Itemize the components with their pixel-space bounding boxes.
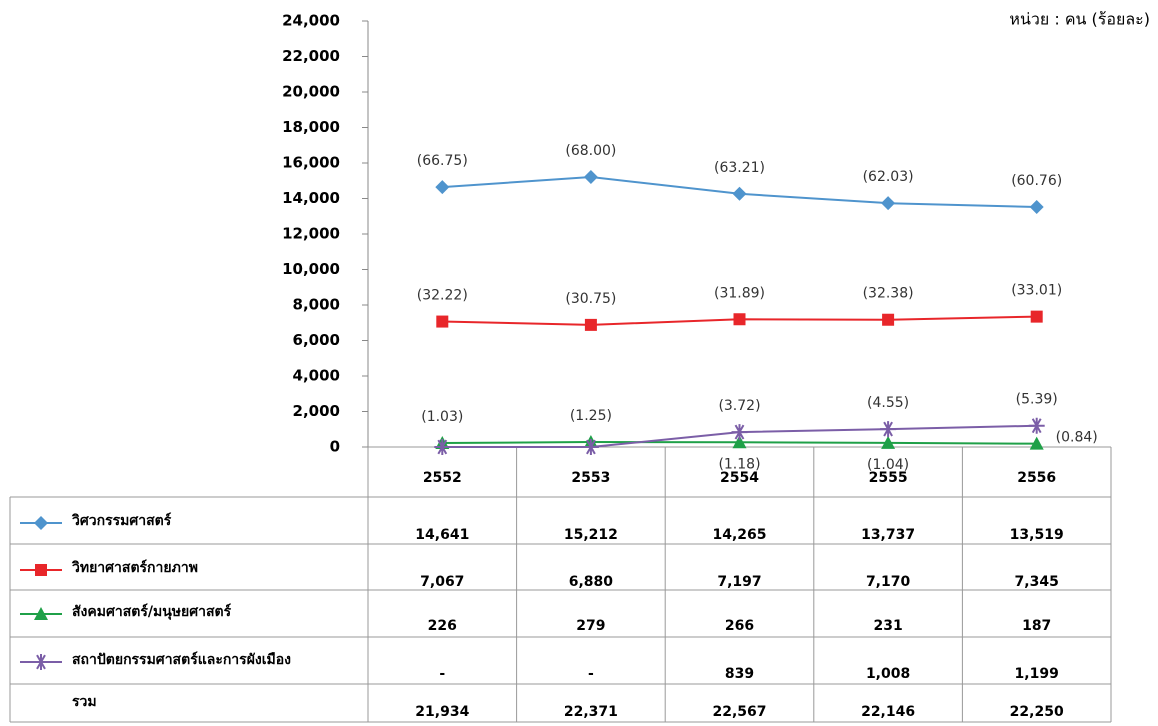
point xyxy=(582,439,599,455)
table-value: - xyxy=(439,666,445,682)
point xyxy=(436,315,449,328)
share-label: (62.03) xyxy=(863,169,914,185)
table-value: 1,008 xyxy=(866,666,910,682)
point xyxy=(733,313,746,326)
share-label: (68.00) xyxy=(565,143,616,159)
table-value: 6,880 xyxy=(569,574,614,590)
table-value: 13,737 xyxy=(861,527,915,543)
point xyxy=(882,313,895,326)
y-tick-label: 10,000 xyxy=(282,260,340,278)
share-label: (32.22) xyxy=(417,288,468,304)
total-label: รวม xyxy=(72,694,97,710)
point xyxy=(1029,200,1044,215)
table-value: 839 xyxy=(725,666,754,682)
point xyxy=(881,435,896,449)
legend-label: สังคมศาสตร์/มนุษยศาสตร์ xyxy=(72,603,232,620)
total-value: 22,250 xyxy=(1010,704,1064,720)
total-value: 21,934 xyxy=(415,704,469,720)
y-tick-label: 0 xyxy=(330,438,340,456)
y-tick-label: 12,000 xyxy=(282,225,340,243)
point xyxy=(1029,436,1044,450)
share-label: (63.21) xyxy=(714,160,765,176)
table-value: 226 xyxy=(428,618,457,634)
x-tick-label: 2556 xyxy=(1017,470,1056,486)
y-tick-label: 14,000 xyxy=(282,189,340,207)
legend-marker xyxy=(33,654,49,670)
point xyxy=(584,318,597,331)
table-value: 7,197 xyxy=(717,574,761,590)
legend-label: สถาปัตยกรรมศาสตร์และการผังเมือง xyxy=(72,651,291,668)
y-tick-label: 22,000 xyxy=(282,47,340,65)
y-tick-label: 18,000 xyxy=(282,118,340,136)
table-value: 14,265 xyxy=(712,527,766,543)
table-value: 13,519 xyxy=(1010,527,1064,543)
share-label: (1.03) xyxy=(421,409,463,425)
table-value: 279 xyxy=(576,618,605,634)
point xyxy=(880,421,897,438)
share-label: (31.89) xyxy=(714,285,765,301)
legend-marker xyxy=(34,607,48,620)
table-value: 231 xyxy=(873,618,902,634)
table-value: 266 xyxy=(725,618,754,634)
table-value: 14,641 xyxy=(415,527,469,543)
x-tick-label: 2552 xyxy=(423,470,462,486)
y-tick-label: 24,000 xyxy=(282,12,340,30)
share-label: (33.01) xyxy=(1011,283,1062,299)
share-label: (66.75) xyxy=(417,153,468,169)
table-value: 1,199 xyxy=(1015,666,1059,682)
point xyxy=(1028,417,1045,434)
legend-marker xyxy=(34,516,48,530)
share-label: (32.38) xyxy=(863,286,914,302)
share-label: (3.72) xyxy=(718,398,760,414)
share-label: (4.55) xyxy=(867,395,909,411)
x-tick-label: 2555 xyxy=(869,470,908,486)
point xyxy=(881,196,896,211)
point xyxy=(1030,310,1043,323)
legend-label: วิทยาศาสตร์กายภาพ xyxy=(71,559,198,576)
y-tick-label: 20,000 xyxy=(282,83,340,101)
share-label: (0.84) xyxy=(1056,430,1098,446)
total-value: 22,146 xyxy=(861,704,915,720)
table-value: 7,067 xyxy=(420,574,464,590)
legend-label: วิศวกรรมศาสตร์ xyxy=(71,512,172,529)
total-value: 22,567 xyxy=(712,704,766,720)
share-label: (30.75) xyxy=(565,291,616,307)
share-label: (1.25) xyxy=(570,408,612,424)
unit-note: หน่วย : คน (ร้อยละ) xyxy=(1009,10,1150,29)
y-tick-label: 16,000 xyxy=(282,154,340,172)
x-tick-label: 2553 xyxy=(571,470,610,486)
share-label: (5.39) xyxy=(1016,392,1058,408)
point xyxy=(583,169,598,184)
point xyxy=(732,435,747,449)
total-value: 22,371 xyxy=(564,704,618,720)
point xyxy=(434,439,451,455)
table-value: 15,212 xyxy=(564,527,618,543)
legend-marker xyxy=(35,564,47,576)
y-tick-label: 6,000 xyxy=(293,331,340,349)
share-label: (1.18) xyxy=(718,456,760,472)
table-value: - xyxy=(588,666,594,682)
y-tick-label: 2,000 xyxy=(293,402,340,420)
y-tick-label: 8,000 xyxy=(293,296,340,314)
share-label: (1.04) xyxy=(867,457,909,473)
point xyxy=(435,180,450,195)
y-tick-label: 4,000 xyxy=(293,367,340,385)
point xyxy=(731,424,748,441)
table-value: 7,345 xyxy=(1015,574,1059,590)
share-label: (60.76) xyxy=(1011,173,1062,189)
table-value: 7,170 xyxy=(866,574,911,590)
table-value: 187 xyxy=(1022,618,1051,634)
x-tick-label: 2554 xyxy=(720,470,759,486)
point xyxy=(732,186,747,201)
